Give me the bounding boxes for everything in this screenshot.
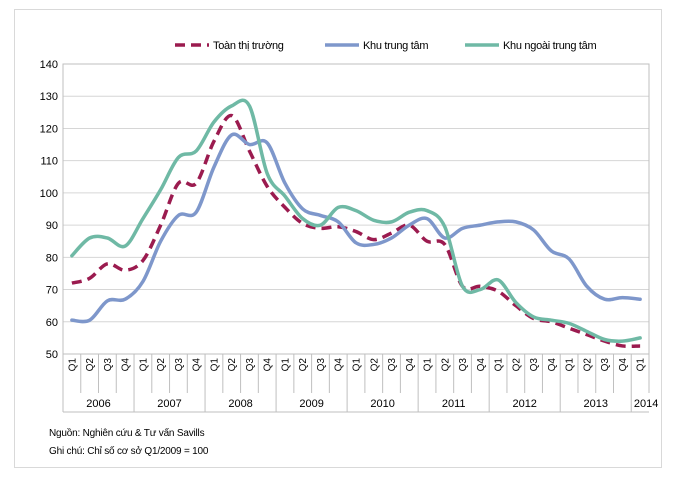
base-index-note: Ghi chú: Chỉ số cơ sở Q1/2009 = 100 bbox=[49, 446, 209, 457]
quarter-label: Q2 bbox=[440, 358, 451, 372]
quarter-label: Q3 bbox=[103, 358, 114, 372]
year-label: 2010 bbox=[370, 398, 394, 410]
y-tick-label: 70 bbox=[46, 285, 58, 297]
quarter-label: Q2 bbox=[156, 358, 167, 372]
chart-frame: 50 60 70 80 90 100 110 120 130 140 Q1 Q2 Q3 Q4 Q1 Q2 Q3 Q… bbox=[14, 9, 662, 468]
quarter-label: Q3 bbox=[600, 358, 611, 372]
y-tick-label: 80 bbox=[46, 252, 58, 264]
y-tick-label: 120 bbox=[40, 123, 58, 135]
quarter-label: Q4 bbox=[547, 358, 558, 372]
quarter-label: Q4 bbox=[618, 358, 629, 372]
quarter-label: Q2 bbox=[298, 358, 309, 372]
quarter-label: Q4 bbox=[334, 358, 345, 372]
quarter-label: Q1 bbox=[138, 358, 149, 372]
quarter-label: Q3 bbox=[245, 358, 256, 372]
series-line-0 bbox=[71, 113, 641, 349]
source-note: Nguồn: Nghiên cứu & Tư vấn Savills bbox=[49, 428, 205, 439]
year-label: 2013 bbox=[583, 398, 607, 410]
y-tick-label: 110 bbox=[40, 156, 58, 168]
plot-area bbox=[62, 63, 650, 355]
series-line-2 bbox=[70, 98, 642, 343]
quarter-label: Q3 bbox=[316, 358, 327, 372]
year-label: 2009 bbox=[299, 398, 323, 410]
quarter-label: Q2 bbox=[511, 358, 522, 372]
quarter-label: Q1 bbox=[494, 358, 505, 372]
year-label: 2006 bbox=[86, 398, 110, 410]
quarter-label: Q1 bbox=[565, 358, 576, 372]
quarter-label: Q4 bbox=[192, 358, 203, 372]
quarter-label: Q3 bbox=[387, 358, 398, 372]
quarter-label: Q1 bbox=[209, 358, 220, 372]
y-tick-label: 140 bbox=[40, 59, 58, 71]
quarter-label: Q4 bbox=[263, 358, 274, 372]
quarter-label: Q1 bbox=[636, 358, 647, 372]
quarter-label: Q1 bbox=[423, 358, 434, 372]
year-label: 2012 bbox=[512, 398, 536, 410]
line-chart: 50 60 70 80 90 100 110 120 130 140 Q1 Q2 Q3 Q4 Q1 Q2 Q3 Q… bbox=[40, 40, 658, 413]
quarter-label: Q2 bbox=[369, 358, 380, 372]
y-tick-label: 130 bbox=[40, 91, 58, 103]
year-label: 2011 bbox=[442, 398, 466, 410]
year-label: 2007 bbox=[157, 398, 181, 410]
y-tick-label: 60 bbox=[46, 317, 58, 329]
year-label: 2008 bbox=[228, 398, 252, 410]
quarter-label: Q4 bbox=[121, 358, 132, 372]
quarter-label: Q3 bbox=[174, 358, 185, 372]
quarter-label: Q2 bbox=[227, 358, 238, 372]
quarter-label: Q3 bbox=[458, 358, 469, 372]
y-tick-label: 50 bbox=[46, 349, 58, 361]
series-line-1 bbox=[70, 132, 642, 324]
quarter-label: Q2 bbox=[85, 358, 96, 372]
quarter-label: Q1 bbox=[67, 358, 78, 372]
legend-label: Khu ngoài trung tâm bbox=[503, 40, 597, 52]
quarter-label: Q1 bbox=[352, 358, 363, 372]
legend-label: Toàn thị trường bbox=[213, 40, 284, 52]
quarter-label: Q2 bbox=[582, 358, 593, 372]
legend-label: Khu trung tâm bbox=[363, 40, 428, 52]
quarter-label: Q4 bbox=[405, 358, 416, 372]
year-label: 2014 bbox=[634, 398, 658, 410]
quarter-label: Q4 bbox=[476, 358, 487, 372]
y-tick-label: 90 bbox=[46, 220, 58, 232]
y-tick-label: 100 bbox=[40, 188, 58, 200]
quarter-label: Q3 bbox=[529, 358, 540, 372]
quarter-label: Q1 bbox=[280, 358, 291, 372]
